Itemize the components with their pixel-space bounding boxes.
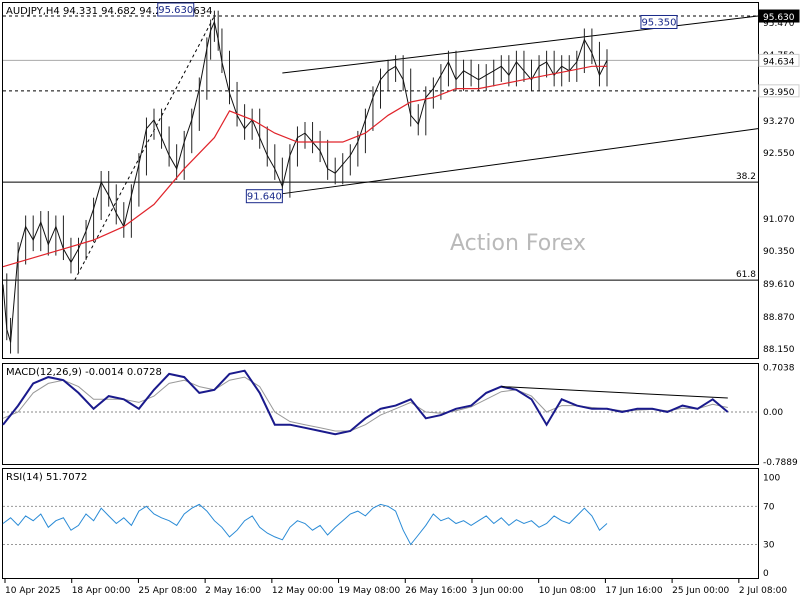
- rsi-tick-2: 30: [763, 541, 775, 551]
- price-right-box-0: [758, 9, 800, 23]
- price-right-text-1: 94.634: [763, 57, 795, 67]
- price-panel-frame: [2, 2, 759, 359]
- moving-average-line: [2, 65, 607, 268]
- price-axis: 95.47094.75093.27092.55091.07090.35089.6…: [758, 9, 800, 355]
- x-tick-0: 10 Apr 2025: [5, 586, 61, 596]
- macd-divergence-line: [501, 386, 728, 399]
- x-tick-3: 2 May 16:00: [205, 586, 261, 596]
- price-close-line: [2, 20, 608, 343]
- callout-label-2: 91.640: [247, 192, 282, 203]
- channel-line-1: [282, 128, 759, 195]
- price-layer: 38.2 61.8 95.630 95.350 91.640: [2, 2, 759, 354]
- x-tick-7: 3 Jun 00:00: [472, 586, 524, 596]
- price-right-text-0: 95.630: [763, 13, 795, 23]
- x-tick-8: 10 Jun 08:00: [539, 586, 596, 596]
- macd-layer: [2, 369, 758, 436]
- x-tick-2: 25 Apr 08:00: [138, 586, 197, 596]
- x-tick-6: 26 May 16:00: [405, 586, 467, 596]
- rsi-layer: [2, 503, 758, 546]
- price-tick-5: 90.350: [763, 247, 795, 257]
- price-right-label-2: 93.950: [758, 84, 800, 98]
- price-right-label-1: 94.634: [758, 53, 800, 67]
- x-tick-11: 2 Jul 08:00: [739, 586, 788, 596]
- callout-0: 95.630: [157, 2, 195, 17]
- callout-2: 91.640: [245, 189, 283, 204]
- price-right-text-2: 93.950: [763, 88, 795, 98]
- callout-box-0: [157, 2, 195, 17]
- macd-title: MACD(12,26,9) -0.0014 0.0728: [6, 367, 162, 378]
- macd-panel-frame: [2, 363, 759, 465]
- fib-level-label: 38.2: [736, 172, 756, 182]
- price-right-label-0: 95.630: [758, 9, 800, 23]
- fib-trend-line: [74, 15, 215, 281]
- callout-box-1: [640, 14, 678, 29]
- callout-label-0: 95.630: [158, 5, 193, 16]
- rsi-panel-frame: [2, 468, 759, 579]
- rsi-line: [2, 503, 608, 546]
- price-tick-8: 88.150: [763, 345, 795, 355]
- watermark: Action Forex: [450, 231, 586, 256]
- macd-line: [2, 369, 729, 436]
- callout-box-2: [245, 189, 283, 204]
- x-tick-4: 12 May 00:00: [272, 586, 334, 596]
- x-tick-9: 17 Jun 16:00: [605, 586, 662, 596]
- symbol-header: AUDJPY,H4 94.331 94.682 94.266 94.634: [6, 6, 212, 17]
- macd-tick-1: 0.00: [763, 408, 783, 418]
- x-tick-10: 25 Jun 00:00: [672, 586, 729, 596]
- price-tick-3: 92.550: [763, 149, 795, 159]
- rsi-axis: 100 70 30 0: [763, 474, 780, 580]
- price-tick-4: 91.070: [763, 215, 795, 225]
- x-axis: 10 Apr 2025 18 Apr 00:00 25 Apr 08:00 2 May…: [4, 579, 788, 596]
- price-tick-7: 88.870: [763, 313, 795, 323]
- rsi-tick-3: 0: [763, 569, 769, 579]
- price-tick-0: 95.470: [763, 19, 795, 29]
- macd-tick-0: 0.7038: [763, 363, 795, 373]
- rsi-tick-1: 70: [763, 502, 775, 512]
- channel-line-0: [282, 15, 759, 74]
- rsi-title: RSI(14) 51.7072: [6, 472, 87, 483]
- callout-label-1: 95.350: [641, 17, 676, 28]
- macd-axis: 0.7038 0.00 -0.7889: [763, 363, 798, 468]
- price-tick-6: 89.610: [763, 280, 795, 290]
- rsi-tick-0: 100: [763, 474, 780, 484]
- price-tick-2: 93.270: [763, 117, 795, 127]
- callout-1: 95.350: [640, 14, 678, 29]
- x-tick-5: 19 May 08:00: [339, 586, 401, 596]
- macd-tick-2: -0.7889: [763, 458, 798, 468]
- price-right-box-1: [758, 53, 800, 67]
- fib-level-label: 61.8: [736, 270, 756, 280]
- price-right-box-2: [758, 84, 800, 98]
- x-tick-1: 18 Apr 00:00: [72, 586, 131, 596]
